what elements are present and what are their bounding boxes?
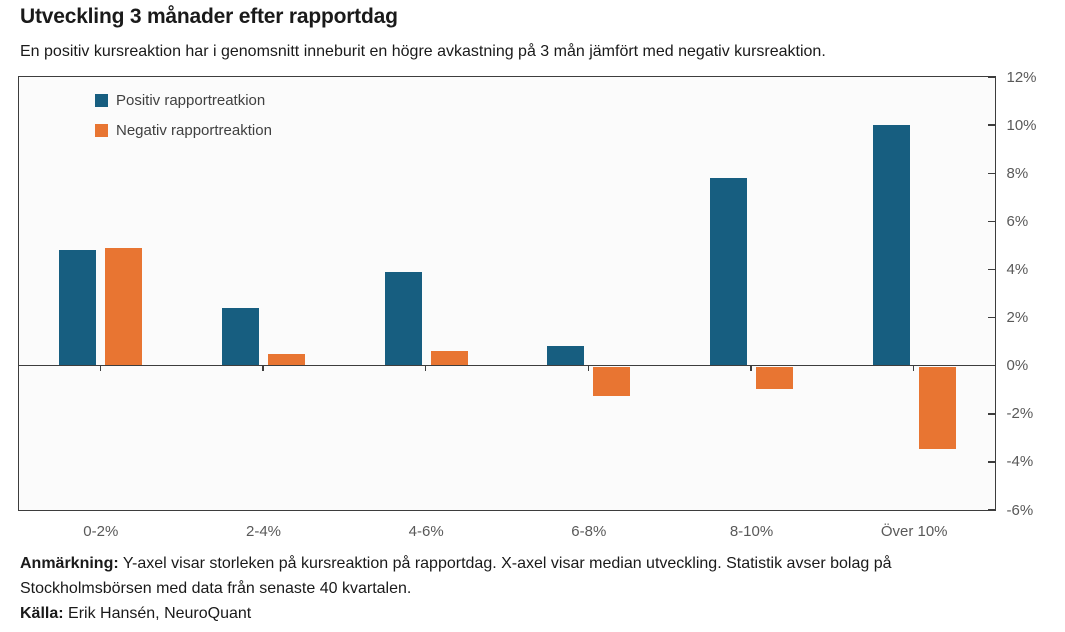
x-axis-tick bbox=[750, 366, 752, 372]
legend-item-negative: Negativ rapportreaktion bbox=[95, 120, 272, 140]
bar-positive-4-6% bbox=[384, 271, 422, 366]
y-axis-label: 12% bbox=[1006, 68, 1037, 86]
plot-area: Positiv rapportreatkion Negativ rapportr… bbox=[18, 76, 996, 511]
source-text: Erik Hansén, NeuroQuant bbox=[68, 605, 252, 622]
x-axis-label: 8-10% bbox=[729, 523, 774, 540]
chart-subtitle: En positiv kursreaktion har i genomsnitt… bbox=[20, 43, 826, 60]
source-line: Källa: Erik Hansén, NeuroQuant bbox=[20, 601, 892, 626]
footnote-line-2: Stockholmsbörsen med data från senaste 4… bbox=[20, 580, 412, 597]
y-axis-label: 2% bbox=[1006, 309, 1029, 327]
y-axis-tick bbox=[988, 413, 995, 415]
bar-positive-Över 10% bbox=[872, 125, 910, 366]
y-axis-tick bbox=[988, 268, 995, 271]
bar-negative-Över 10% bbox=[918, 367, 956, 449]
y-axis-tick bbox=[988, 461, 995, 463]
y-axis-tick bbox=[988, 364, 995, 367]
negative-series-swatch-icon bbox=[95, 123, 108, 137]
source-label: Källa: bbox=[20, 605, 64, 622]
footnote-line-1: Anmärkning: Y-axel visar storleken på ku… bbox=[20, 551, 892, 576]
bar-positive-0-2% bbox=[59, 250, 97, 366]
bar-positive-2-4% bbox=[222, 307, 259, 366]
y-axis-label: 10% bbox=[1006, 116, 1037, 134]
y-axis-label: 0% bbox=[1006, 357, 1029, 375]
x-axis-label: Över 10% bbox=[880, 523, 948, 540]
bar-negative-8-10% bbox=[756, 367, 793, 389]
x-axis-tick bbox=[99, 366, 102, 372]
x-axis-tick bbox=[262, 366, 264, 372]
x-axis-label: 6-8% bbox=[571, 523, 607, 540]
bar-negative-2-4% bbox=[268, 353, 305, 366]
chart-title: Utveckling 3 månader efter rapportdag bbox=[20, 5, 398, 28]
footnote-text-1: Y-axel visar storleken på kursreaktion p… bbox=[122, 555, 892, 572]
y-axis-tick bbox=[988, 316, 995, 319]
y-axis-tick bbox=[988, 172, 995, 174]
y-axis-label: 6% bbox=[1006, 212, 1029, 230]
y-axis-label: 8% bbox=[1006, 164, 1029, 182]
y-axis-tick bbox=[988, 124, 995, 126]
x-axis-tick bbox=[912, 366, 915, 372]
footnote-label: Anmärkning: bbox=[20, 555, 119, 572]
legend-label-positive: Positiv rapportreatkion bbox=[116, 91, 266, 109]
x-axis-label: 0-2% bbox=[83, 523, 119, 540]
bar-positive-8-10% bbox=[710, 178, 747, 366]
legend-label-negative: Negativ rapportreaktion bbox=[116, 121, 272, 139]
bar-negative-4-6% bbox=[430, 351, 468, 366]
y-axis-tick bbox=[988, 509, 995, 511]
x-axis-tick bbox=[587, 366, 590, 372]
footer: Anmärkning: Y-axel visar storleken på ku… bbox=[20, 551, 892, 626]
y-axis-label: -2% bbox=[1006, 405, 1034, 423]
bar-negative-0-2% bbox=[105, 247, 143, 366]
y-axis-label: -4% bbox=[1006, 453, 1034, 471]
x-axis-tick bbox=[424, 366, 427, 372]
bar-positive-6-8% bbox=[547, 346, 585, 366]
legend: Positiv rapportreatkion Negativ rapportr… bbox=[95, 90, 272, 150]
positive-series-swatch-icon bbox=[95, 93, 108, 107]
x-axis-label: 2-4% bbox=[245, 523, 282, 540]
y-axis-label: -6% bbox=[1006, 501, 1034, 519]
legend-item-positive: Positiv rapportreatkion bbox=[95, 90, 272, 110]
y-axis-tick bbox=[988, 76, 995, 78]
zero-axis-line bbox=[19, 364, 995, 367]
y-axis-label: 4% bbox=[1006, 260, 1029, 278]
bar-negative-6-8% bbox=[593, 367, 631, 397]
y-axis-tick bbox=[988, 220, 995, 223]
x-axis-label: 4-6% bbox=[408, 523, 444, 540]
